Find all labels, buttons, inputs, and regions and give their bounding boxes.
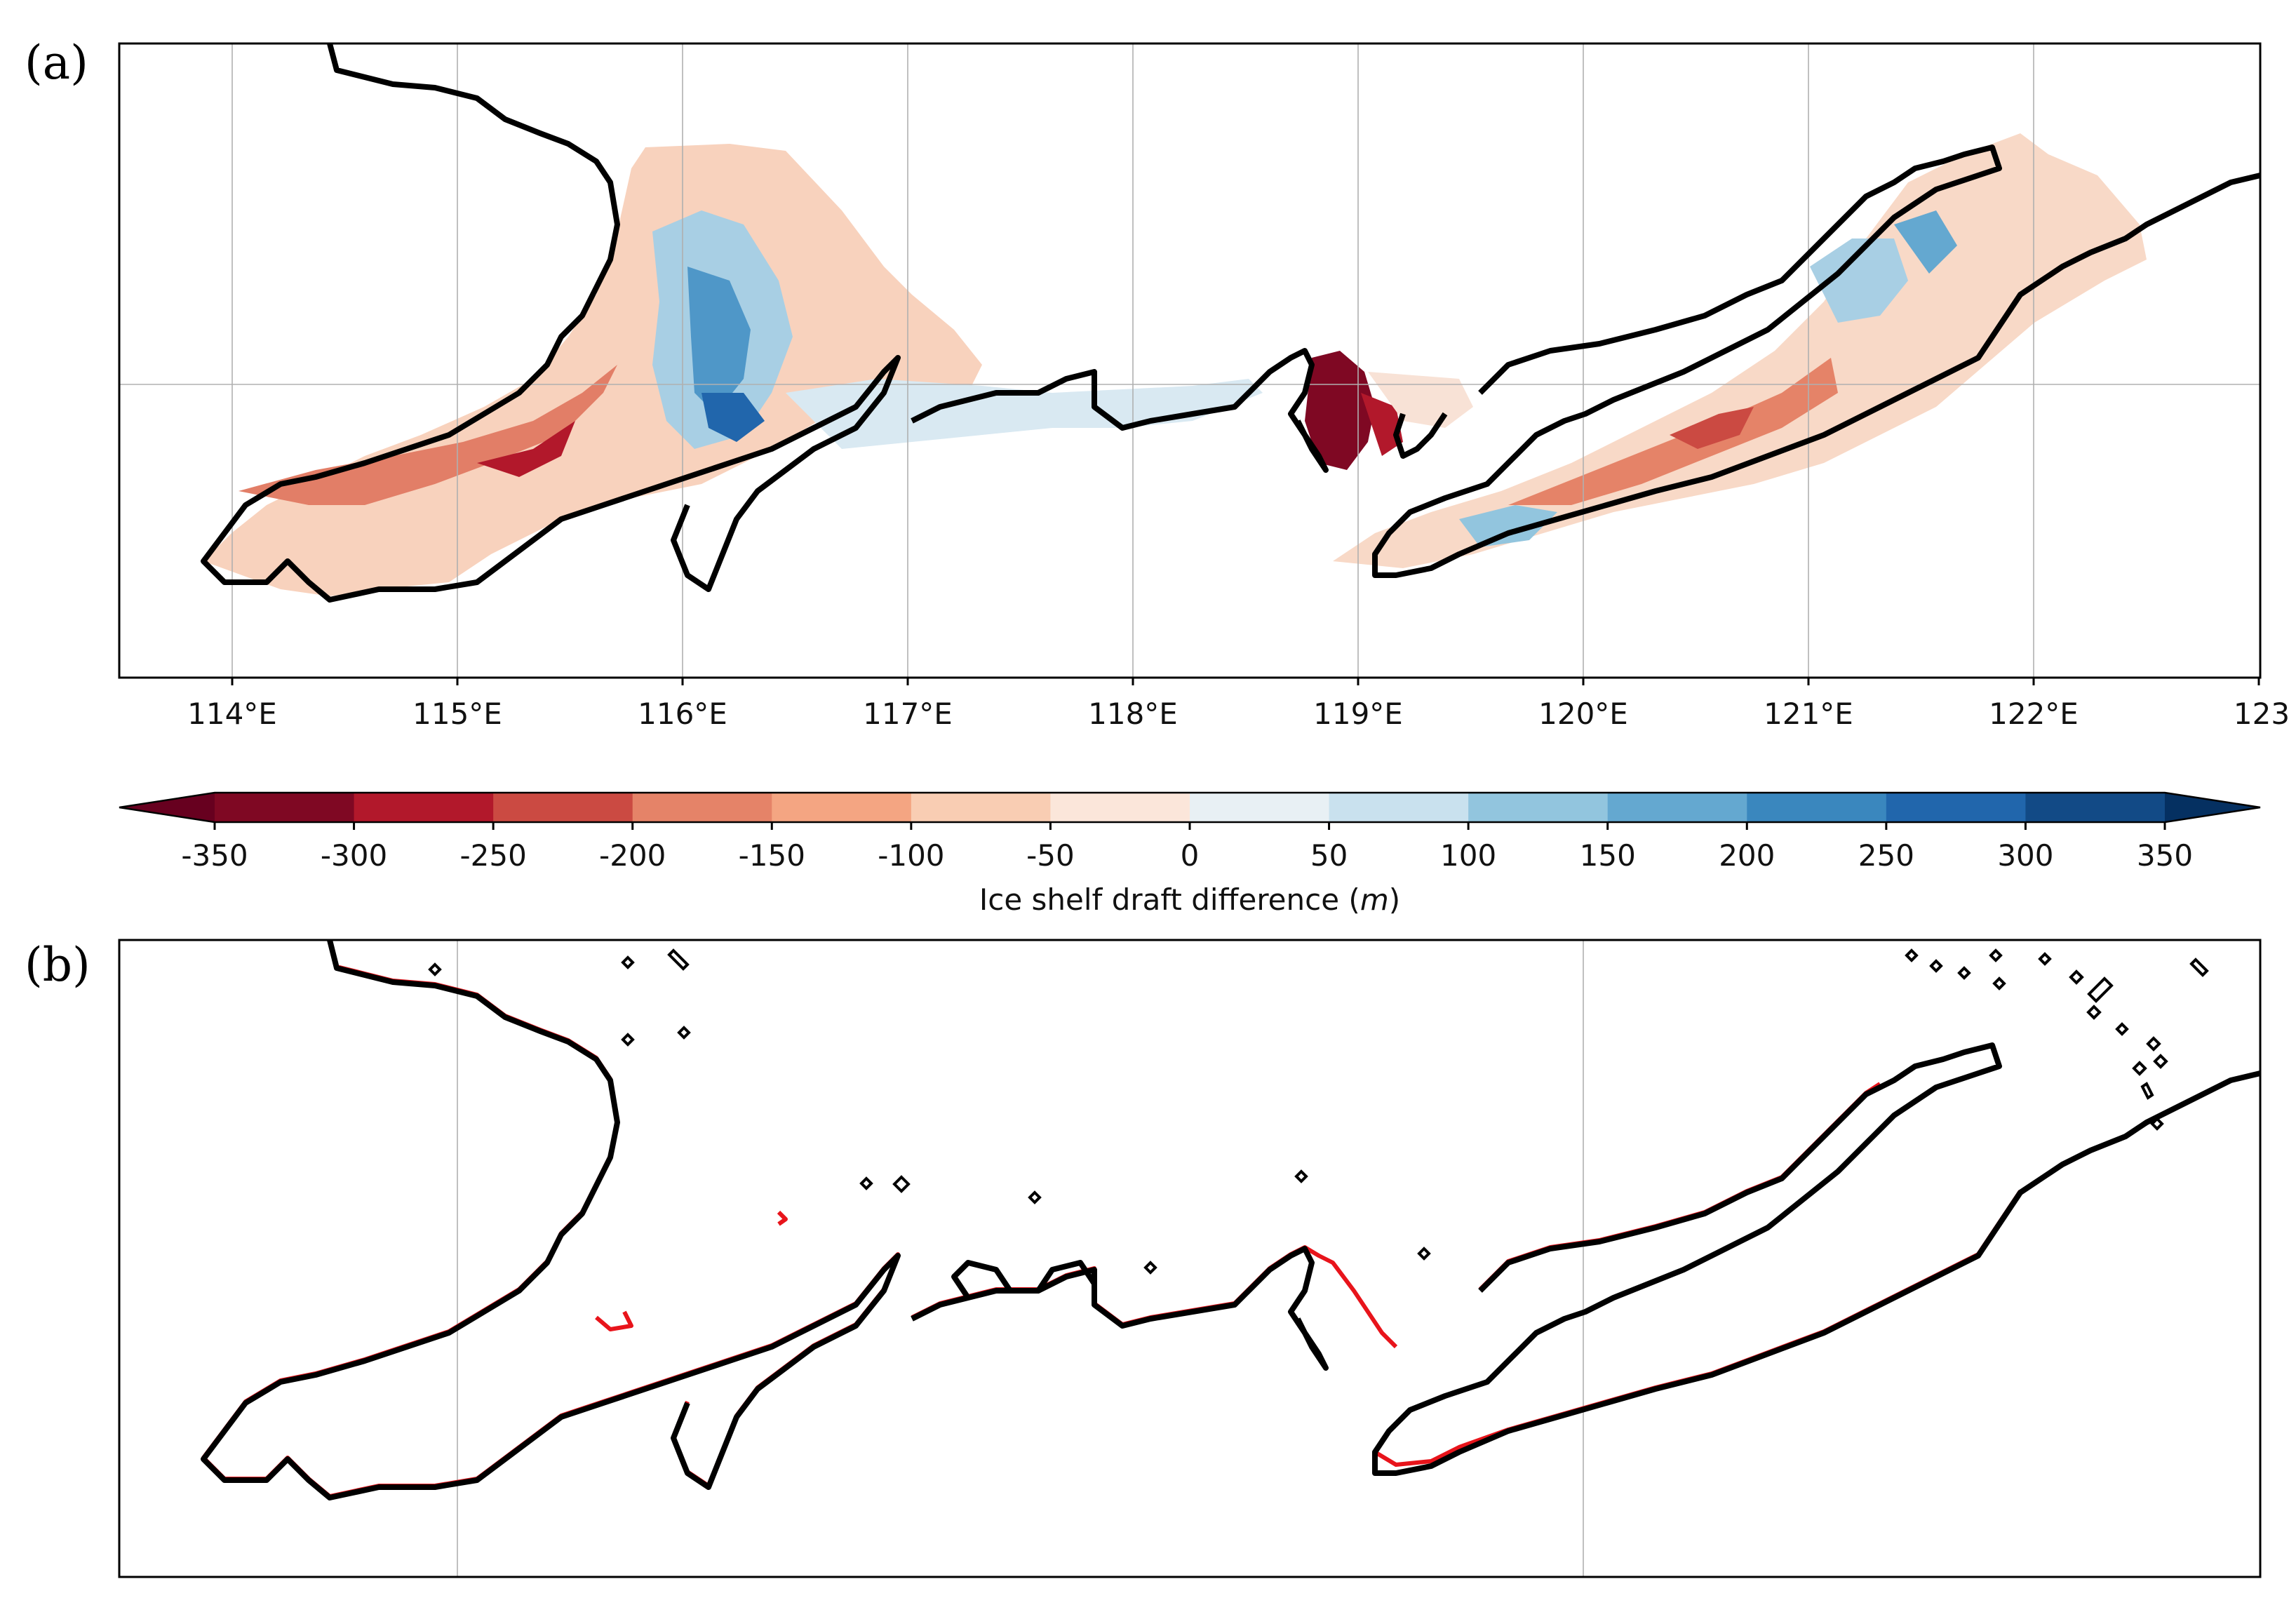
field-central-red-edge <box>1361 393 1403 456</box>
panel-a-plot: 114°E 115°E 116°E 117°E 118°E 119°E 120°… <box>118 42 2290 731</box>
panel-b-black-contours <box>201 940 2260 1500</box>
panel-b-gridlines <box>457 940 1584 1577</box>
field-east-blue-core <box>1894 210 1957 274</box>
xtick-label: 122°E <box>1989 697 2079 731</box>
colorbar-tick-label: 200 <box>1719 838 1775 873</box>
colorbar-ticks: -350 -300 -250 -200 -150 -100 -50 0 50 100 150 200 2… <box>181 822 2193 873</box>
xtick-label: 116°E <box>638 697 727 731</box>
panel-a-xtick-labels: 114°E 115°E 116°E 117°E 118°E 119°E 120°… <box>187 697 2290 731</box>
colorbar-tick-label: -150 <box>739 838 805 873</box>
colorbar-label: Ice shelf draft difference (m) <box>979 882 1400 917</box>
colorbar-cell <box>772 793 912 822</box>
xtick-label: 120°E <box>1538 697 1628 731</box>
field-east-core <box>1670 407 1754 449</box>
colorbar-cell <box>1747 793 1887 822</box>
panel-label-a: (a) <box>25 36 88 90</box>
colorbar-label-suffix: ) <box>1389 882 1400 917</box>
colorbar-tick-label: 350 <box>2137 838 2193 873</box>
colorbar-cell <box>493 793 633 822</box>
panel-a-gridlines <box>119 43 2260 678</box>
colorbar-label-unit: m <box>1360 882 1389 917</box>
colorbar-tick-label: -250 <box>459 838 526 873</box>
xtick-label: 117°E <box>863 697 953 731</box>
xtick-label: 121°E <box>1764 697 1853 731</box>
colorbar-cell <box>215 793 355 822</box>
field-west-blue-deep <box>701 393 765 442</box>
xtick-label: 114°E <box>187 697 277 731</box>
colorbar-cell <box>1329 793 1469 822</box>
colorbar-tick-label: -100 <box>878 838 944 873</box>
colorbar-cell <box>1607 793 1747 822</box>
field-east-streak <box>1508 358 1838 505</box>
colorbar-tick-label: 0 <box>1181 838 1200 873</box>
panel-b-frame <box>118 939 2262 1578</box>
field-east-blue <box>1810 239 1908 323</box>
panel-a-xticks <box>231 678 2260 685</box>
colorbar-cell <box>632 793 772 822</box>
xtick-label: 118°E <box>1088 697 1178 731</box>
colorbar-label-prefix: Ice shelf draft difference ( <box>979 882 1360 917</box>
colorbar: -350 -300 -250 -200 -150 -100 -50 0 50 100 150 200 2… <box>119 791 2261 917</box>
panel-b-plot <box>118 939 2262 1578</box>
colorbar-cell <box>1190 793 1330 822</box>
colorbar-cells <box>215 793 2166 822</box>
xtick-label: 119°E <box>1313 697 1403 731</box>
panel-a-field <box>203 133 2147 596</box>
colorbar-tick-label: -350 <box>181 838 248 873</box>
panel-b-islands <box>428 948 2209 1275</box>
colorbar-tick-label: -50 <box>1026 838 1075 873</box>
colorbar-tick-label: 300 <box>1997 838 2053 873</box>
colorbar-extend-high <box>2165 793 2260 822</box>
field-central-pale <box>1368 372 1473 428</box>
colorbar-cell <box>911 793 1051 822</box>
field-central-red <box>1305 351 1375 470</box>
xtick-label: 123 <box>2234 697 2290 731</box>
colorbar-cell <box>1050 793 1190 822</box>
colorbar-cell <box>354 793 494 822</box>
colorbar-tick-label: 250 <box>1858 838 1914 873</box>
colorbar-tick-label: 100 <box>1440 838 1496 873</box>
panel-a-frame <box>118 42 2262 679</box>
colorbar-cell <box>1886 793 2026 822</box>
colorbar-cell <box>1468 793 1609 822</box>
colorbar-tick-label: -200 <box>599 838 666 873</box>
colorbar-cell <box>2025 793 2166 822</box>
field-east-blue-west <box>1459 505 1557 547</box>
colorbar-extend-low <box>119 793 215 822</box>
colorbar-tick-label: 50 <box>1310 838 1348 873</box>
panel-label-b: (b) <box>25 938 90 992</box>
panel-a-coastlines <box>201 43 2260 603</box>
field-middle-band <box>786 379 1263 449</box>
field-west-core <box>477 421 575 477</box>
xtick-label: 115°E <box>412 697 502 731</box>
colorbar-tick-label: 150 <box>1580 838 1636 873</box>
field-west-blue-core <box>687 267 751 414</box>
colorbar-tick-label: -300 <box>321 838 387 873</box>
